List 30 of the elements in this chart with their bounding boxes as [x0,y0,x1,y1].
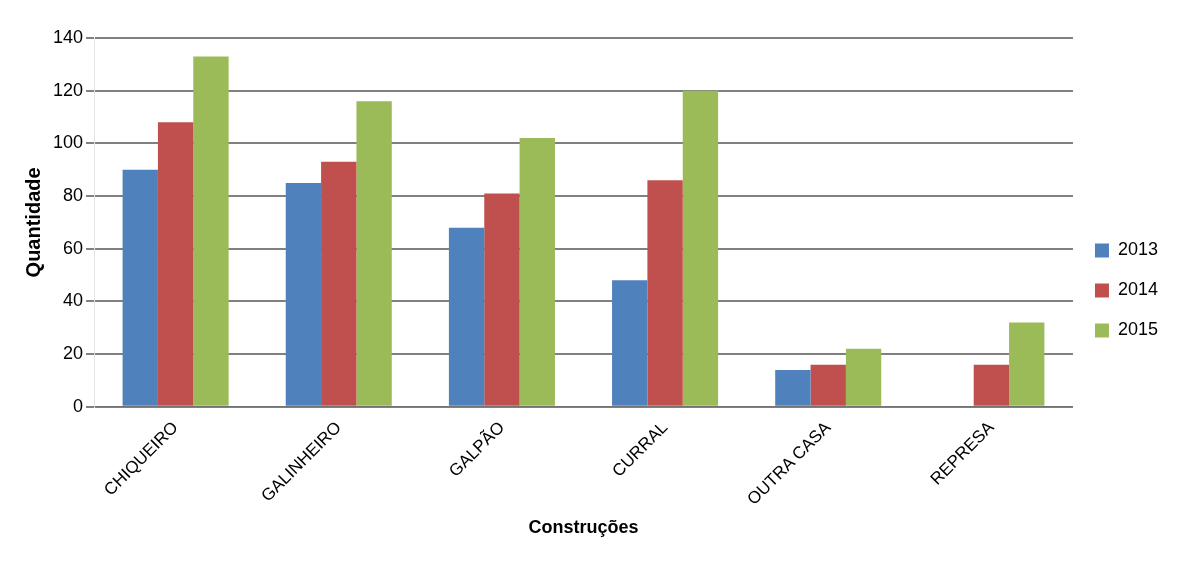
bar [448,227,485,406]
legend-label: 2014 [1117,279,1158,300]
bar [1009,322,1045,406]
y-tick-label: 120 [52,79,84,100]
y-tick-label: 0 [73,395,84,416]
y-tick-label: 60 [63,237,84,258]
bar [356,101,392,406]
bar [157,122,194,406]
bar [519,138,555,406]
bar [612,280,648,406]
bar [285,182,322,406]
y-tick-label: 80 [63,185,84,206]
bar [484,193,520,406]
bar [845,348,882,406]
bar [321,161,357,406]
y-tick-label: 140 [52,26,84,47]
legend-label: 2015 [1117,319,1158,340]
legend-label: 2013 [1117,239,1158,260]
bar [193,56,229,406]
bar [647,180,683,406]
y-tick-label: 100 [52,132,84,153]
y-axis-title: Quantidade [21,167,44,278]
bar [810,364,846,406]
bar [682,90,719,406]
y-tick-label: 40 [63,290,84,311]
bar [775,369,811,406]
bar [122,169,158,406]
bar [973,364,1010,406]
y-tick-label: 20 [63,343,84,364]
x-axis-title: Construções [528,517,639,538]
